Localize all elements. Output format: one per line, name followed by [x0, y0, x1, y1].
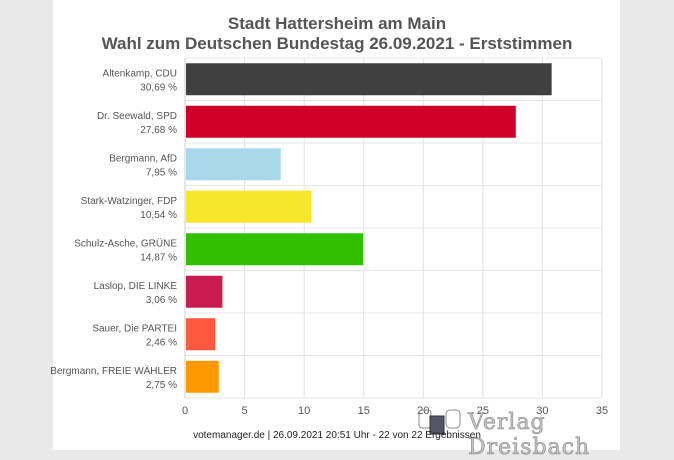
coat-of-arms-logo — [418, 409, 461, 435]
value-label: 7,95 % — [146, 167, 177, 178]
x-tick-label: 35 — [596, 405, 608, 417]
bar — [186, 275, 223, 308]
x-tick-label: 10 — [298, 405, 310, 417]
bar — [186, 148, 281, 181]
bar — [186, 233, 364, 266]
value-label: 2,46 % — [146, 337, 177, 348]
category-label: Bergmann, AfD — [109, 153, 177, 164]
bar — [186, 190, 312, 223]
x-tick-label: 15 — [358, 405, 370, 417]
watermark: Verlag Dreisbach — [468, 410, 591, 460]
chart-title-line2: Wahl zum Deutschen Bundestag 26.09.2021 … — [101, 34, 573, 53]
category-label: Laslop, DIE LINKE — [94, 281, 178, 292]
value-label: 14,87 % — [140, 252, 177, 263]
footer-source: votemanager.de | 26.09.2021 20:51 Uhr - … — [193, 430, 481, 441]
bar — [186, 105, 516, 138]
x-tick-label: 25 — [477, 405, 489, 417]
chart-title-line1: Stadt Hattersheim am Main — [227, 14, 447, 33]
x-tick-label: 20 — [417, 405, 429, 417]
category-label: Sauer, Die PARTEI — [92, 323, 177, 334]
value-label: 30,69 % — [140, 82, 177, 93]
bar — [186, 318, 216, 351]
category-label: Altenkamp, CDU — [103, 68, 177, 79]
bar — [186, 63, 552, 96]
category-label: Stark-Watzinger, FDP — [81, 196, 178, 207]
x-tick-label: 5 — [242, 405, 248, 417]
category-label: Bergmann, FREIE WÄHLER — [50, 365, 177, 377]
bar — [186, 360, 219, 393]
x-tick-label: 0 — [182, 405, 188, 417]
bar-chart: 0 5 10 15 20 25 30 35 Altenkamp, CDU 30,69 % Dr. S… — [50, 57, 608, 417]
category-label: Schulz-Asche, GRÜNE — [74, 237, 177, 249]
x-tick-label: 30 — [536, 405, 548, 417]
value-label: 10,54 % — [140, 210, 177, 221]
value-label: 3,06 % — [146, 295, 177, 306]
category-label: Dr. Seewald, SPD — [97, 111, 177, 122]
value-label: 27,68 % — [140, 125, 177, 136]
value-label: 2,75 % — [146, 380, 177, 391]
